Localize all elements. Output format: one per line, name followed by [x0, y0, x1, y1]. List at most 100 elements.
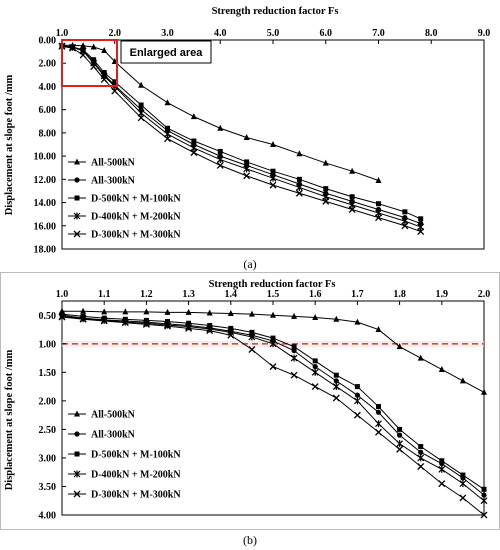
- data-point: [480, 497, 488, 505]
- y-tick-label: 16.00: [34, 221, 57, 232]
- legend-marker: [74, 451, 80, 457]
- data-point: [164, 99, 171, 106]
- data-point: [248, 346, 256, 353]
- data-point: [291, 348, 297, 354]
- y-tick-label: 1.00: [39, 339, 57, 350]
- data-point: [312, 364, 318, 370]
- x-tick-label: 3.0: [161, 28, 174, 39]
- data-point: [333, 378, 339, 384]
- data-point: [401, 222, 409, 230]
- data-point: [333, 372, 339, 378]
- data-point: [121, 319, 129, 327]
- data-point: [243, 172, 251, 180]
- data-point: [353, 411, 361, 419]
- data-point: [481, 486, 487, 492]
- chart-panel-a: Strength reduction factor Fs Displacemen…: [4, 6, 490, 271]
- data-point: [269, 363, 277, 371]
- panel-label-b: (b): [243, 533, 257, 547]
- data-point: [185, 324, 193, 332]
- plot-area-frame: [61, 300, 485, 516]
- data-point: [217, 124, 224, 131]
- panel-label-a: (a): [243, 257, 256, 271]
- x-tick-label: 1.4: [225, 289, 238, 300]
- data-point: [217, 148, 223, 154]
- data-point: [216, 156, 224, 164]
- data-point: [228, 325, 234, 331]
- legend-label: All-500kN: [91, 158, 136, 169]
- x-tick-label: 1.6: [309, 289, 322, 300]
- legend-label: All-300kN: [91, 430, 136, 441]
- x-tick-label: 1.7: [351, 289, 364, 300]
- data-point: [349, 194, 355, 200]
- x-tick-label: 4.0: [214, 28, 227, 39]
- data-point: [353, 397, 361, 405]
- legend-a: All-500kN All-300kN D-500kN + M-100kN D-400…: [68, 158, 181, 241]
- data-point: [397, 432, 403, 438]
- data-point: [164, 321, 171, 329]
- y-tick-label: 14.00: [34, 198, 57, 209]
- x-tick-label: 1.1: [98, 289, 111, 300]
- legend-marker: [73, 230, 81, 238]
- data-point: [354, 392, 360, 398]
- data-point: [402, 209, 408, 215]
- series-triangle: [59, 307, 487, 395]
- data-point: [418, 449, 424, 455]
- y-tick-label: 18.00: [34, 245, 57, 256]
- data-point: [101, 46, 108, 53]
- y-axis-title: Displacement at slope foot /mm: [4, 349, 15, 490]
- data-point: [112, 79, 118, 85]
- data-point: [396, 445, 404, 453]
- data-point: [270, 168, 276, 174]
- data-point: [269, 174, 277, 182]
- data-point: [417, 354, 424, 361]
- legend-marker: [73, 212, 81, 220]
- data-point: [79, 51, 87, 59]
- data-point: [375, 428, 382, 436]
- data-point: [164, 308, 171, 315]
- legend-marker: [74, 195, 80, 201]
- data-point: [438, 365, 445, 372]
- data-point: [323, 186, 329, 192]
- x-tick-label: 7.0: [372, 28, 385, 39]
- x-tick-label: 2.0: [109, 28, 122, 39]
- data-point: [295, 183, 303, 191]
- y-tick-label: 1.50: [39, 368, 57, 379]
- data-point: [459, 480, 467, 488]
- series-x: [58, 313, 488, 519]
- data-point: [164, 322, 171, 330]
- data-point: [354, 318, 361, 325]
- y-tick-label: 4.00: [39, 82, 57, 93]
- y-tick-label: 12.00: [34, 175, 57, 186]
- x-tick-label: 5.0: [267, 28, 280, 39]
- data-point: [58, 313, 66, 321]
- data-point: [375, 409, 382, 415]
- series-line: [61, 44, 379, 181]
- legend-marker: [74, 410, 80, 417]
- data-point: [332, 394, 340, 402]
- data-point: [396, 343, 403, 350]
- legend-label: D-400kN + M-200kN: [91, 470, 181, 481]
- x-axis-title: Strength reduction factor Fs: [209, 279, 336, 290]
- data-point: [480, 511, 488, 519]
- data-point: [417, 228, 425, 236]
- y-tick-label: 8.00: [39, 128, 57, 139]
- data-point: [438, 465, 446, 473]
- data-point: [376, 201, 381, 207]
- x-tick-label: 8.0: [425, 28, 438, 39]
- data-point: [459, 377, 466, 384]
- data-point: [142, 319, 150, 327]
- data-point: [100, 76, 108, 83]
- x-tick-label: 1.9: [436, 289, 449, 300]
- y-tick-label: 2.50: [39, 425, 57, 436]
- y-tick-label: 2.00: [39, 59, 57, 70]
- y-tick-label: 4.00: [39, 511, 57, 522]
- data-point: [270, 335, 276, 341]
- data-point: [142, 320, 150, 328]
- data-point: [376, 404, 381, 410]
- x-tick-label: 1.5: [267, 289, 280, 300]
- series-x: [58, 42, 425, 236]
- y-axis-title: Displacement at slope foot /mm: [4, 74, 15, 215]
- data-point: [375, 326, 382, 333]
- x-tick-label: 2.0: [478, 289, 491, 300]
- data-point: [243, 134, 250, 141]
